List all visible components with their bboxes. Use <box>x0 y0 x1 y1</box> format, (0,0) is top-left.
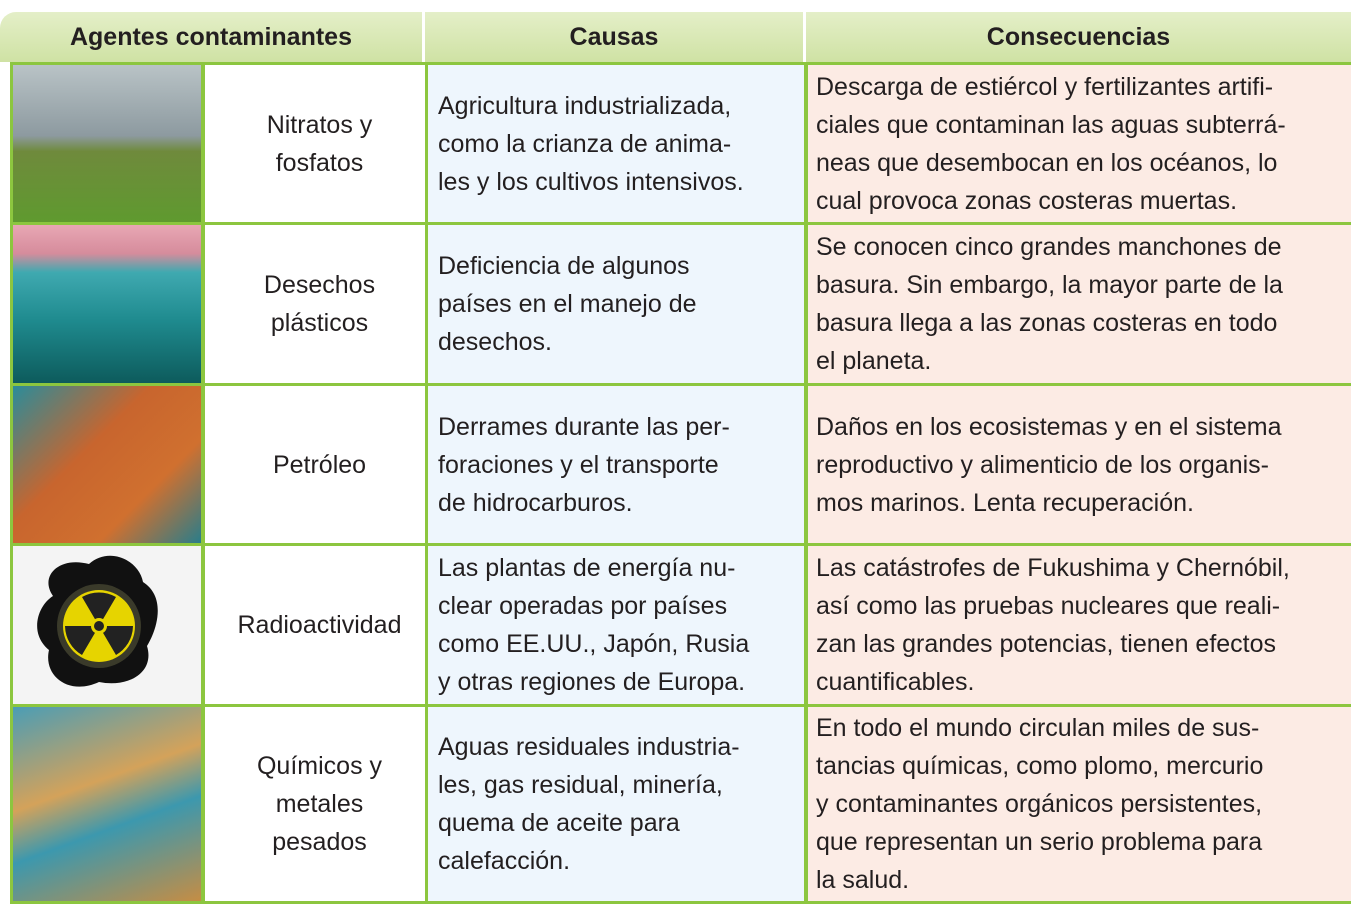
text-line: Las catástrofes de Fukushima y Chernóbil… <box>816 554 1290 582</box>
row-image <box>10 543 204 707</box>
text-line: reproductivo y alimenticio de los organi… <box>816 450 1269 479</box>
agent-cell: Petróleo <box>202 383 437 546</box>
text-line: Deficiencia de algunos <box>438 252 690 280</box>
text-line: zan las grandes potencias, tienen efecto… <box>816 630 1277 658</box>
consequence-cell: Descarga de estiércol y fertilizantes ar… <box>805 62 1351 225</box>
text-line: el planeta. <box>816 347 932 375</box>
text-line: Nitratos y <box>266 110 373 139</box>
text-line: Desechos <box>263 271 376 299</box>
agent-cell: Desechos plásticos <box>202 222 437 386</box>
text-line: quema de aceite para <box>438 809 680 837</box>
text-line: como EE.UU., Japón, Rusia <box>438 630 750 658</box>
text-line: neas que desembocan en los océanos, lo <box>816 148 1278 177</box>
table-row: Petróleo Derrames durante las per-foracio… <box>10 383 1351 546</box>
text-line: y otras regiones de Europa. <box>438 668 746 696</box>
text-line: Químicos y <box>256 752 383 780</box>
row-image <box>10 62 204 225</box>
table-row: Radioactividad Las plantas de energía nu-… <box>10 543 1351 707</box>
text-line: países en el manejo de <box>438 290 697 318</box>
text-line: Se conocen cinco grandes manchones de <box>816 233 1282 261</box>
consequence-cell: Se conocen cinco grandes manchones de bas… <box>805 222 1351 386</box>
image <box>13 707 201 901</box>
text-line: fosfatos <box>275 148 364 177</box>
text-line: cual provoca zonas costeras muertas. <box>816 186 1238 215</box>
text-line: basura. Sin embargo, la mayor parte de l… <box>816 271 1283 299</box>
cause-cell: Deficiencia de algunos países en el manej… <box>425 222 807 386</box>
text-line: metales <box>275 790 364 818</box>
image <box>13 65 201 222</box>
agent-cell: Químicos y metales pesados <box>202 704 437 904</box>
text-line: pesados <box>272 828 367 856</box>
row-image <box>10 704 204 904</box>
table-row: Nitratos y fosfatos Agricultura industrial… <box>10 62 1351 225</box>
cause-cell: Derrames durante las per-foraciones y el… <box>425 383 807 546</box>
text-line: y contaminantes orgánicos persistentes, <box>816 790 1263 818</box>
header-cell: Agentes contaminantes <box>0 12 422 62</box>
text-line: plásticos <box>270 309 369 337</box>
text-line: como la crianza de anima- <box>438 129 732 158</box>
text-line: Petróleo <box>272 450 367 479</box>
cause-cell: Aguas residuales industria-les, gas resi… <box>425 704 807 904</box>
text-line: Agricultura industrializada, <box>438 91 732 120</box>
image <box>13 386 201 543</box>
agent-cell: Radioactividad <box>202 543 437 707</box>
text-line: calefacción. <box>438 847 571 875</box>
text-line: Descarga de estiércol y fertilizantes ar… <box>816 72 1274 101</box>
image <box>13 546 201 704</box>
text-line: cuantificables. <box>816 668 975 696</box>
text-line: desechos. <box>438 328 552 356</box>
text-line: En todo el mundo circulan miles de sus- <box>816 714 1260 742</box>
text-line: la salud. <box>816 866 910 894</box>
text-line: que representan un serio problema para <box>816 828 1263 856</box>
image <box>13 225 201 383</box>
text-line: ciales que contaminan las aguas subterrá… <box>816 110 1286 139</box>
text-line: mos marinos. Lenta recuperación. <box>816 488 1194 517</box>
text-line: Radioactividad <box>237 611 402 639</box>
text-line: les, gas residual, minería, <box>438 771 723 799</box>
header-cell: Consecuencias <box>806 12 1351 62</box>
row-image <box>10 383 204 546</box>
text-line: basura llega a las zonas costeras en tod… <box>816 309 1278 337</box>
table-header: Agentes contaminantes Causas Consecuenci… <box>0 12 1351 62</box>
consequence-cell: Las catástrofes de Fukushima y Chernóbil… <box>805 543 1351 707</box>
table-row: Químicos y metales pesados Aguas residuales… <box>10 704 1351 904</box>
row-image <box>10 222 204 386</box>
consequence-cell: Daños en los ecosistemas y en el sistema… <box>805 383 1351 546</box>
text-line: Aguas residuales industria- <box>438 733 740 761</box>
text-line: clear operadas por países <box>438 592 728 620</box>
text-line: les y los cultivos intensivos. <box>438 167 744 196</box>
table-row: Desechos plásticos Deficiencia de algunos p… <box>10 222 1351 386</box>
cause-cell: Las plantas de energía nu-clear operadas… <box>425 543 807 707</box>
text-line: así como las pruebas nucleares que reali… <box>816 592 1281 620</box>
text-line: foraciones y el transporte <box>438 450 719 479</box>
text-line: tancias químicas, como plomo, mercurio <box>816 752 1264 780</box>
agent-cell: Nitratos y fosfatos <box>202 62 437 225</box>
text-line: Daños en los ecosistemas y en el sistema <box>816 412 1282 441</box>
cause-cell: Agricultura industrializada, como la cria… <box>425 62 807 225</box>
text-line: de hidrocarburos. <box>438 488 633 517</box>
consequence-cell: En todo el mundo circulan miles de sus-t… <box>805 704 1351 904</box>
text-line: Derrames durante las per- <box>438 412 730 441</box>
header-cell: Causas <box>425 12 803 62</box>
text-line: Las plantas de energía nu- <box>438 554 736 582</box>
